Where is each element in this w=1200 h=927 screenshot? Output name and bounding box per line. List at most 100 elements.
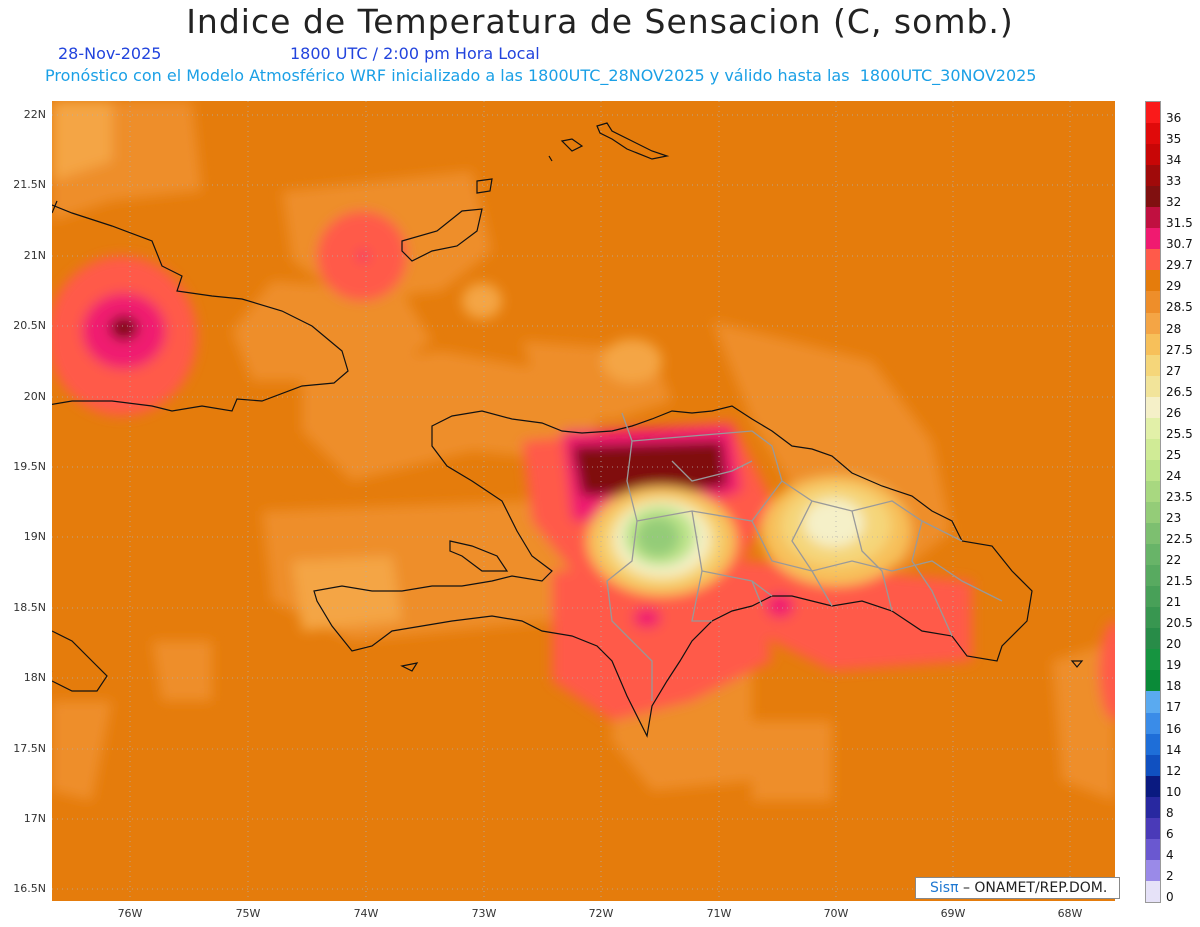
legend-level: 27.5 [1166, 342, 1193, 357]
legend-level: 31.5 [1166, 216, 1193, 231]
lon-label: 70W [823, 907, 849, 920]
legend-level: 0 [1166, 889, 1174, 904]
legend-swatch [1146, 817, 1160, 840]
legend-swatch [1146, 207, 1160, 229]
lon-label: 72W [588, 907, 614, 920]
legend-level: 25 [1166, 447, 1182, 462]
heat-index-map [52, 101, 1115, 901]
credit-box: Sisπ – ONAMET/REP.DOM. [915, 877, 1120, 899]
legend-swatch [1146, 333, 1160, 356]
legend-swatch [1146, 228, 1160, 250]
lon-label: 69W [940, 907, 966, 920]
legend-swatch [1146, 733, 1160, 756]
legend-level: 33 [1166, 174, 1182, 189]
lon-label: 73W [471, 907, 497, 920]
legend-swatch [1146, 291, 1160, 314]
legend-swatch [1146, 165, 1160, 187]
legend-level: 6 [1166, 826, 1174, 841]
legend-level: 29 [1166, 279, 1182, 294]
legend-level: 17 [1166, 700, 1182, 715]
legend-swatch [1146, 607, 1160, 629]
lat-label: 20N [23, 390, 46, 403]
legend-swatch [1146, 859, 1160, 882]
forecast-description: Pronóstico con el Modelo Atmosférico WRF… [45, 66, 1037, 85]
forecast-date: 28-Nov-2025 [58, 44, 162, 63]
lat-label: 16.5N [13, 882, 46, 895]
legend-level: 18 [1166, 679, 1182, 694]
sispi-logo: Sisπ [930, 880, 959, 896]
legend-level: 27 [1166, 363, 1182, 378]
legend-swatch [1146, 123, 1160, 145]
legend-level: 16 [1166, 721, 1182, 736]
legend-swatch [1146, 270, 1160, 292]
legend-swatch [1146, 523, 1160, 545]
legend-swatch [1146, 796, 1160, 819]
forecast-time: 1800 UTC / 2:00 pm Hora Local [290, 44, 540, 63]
lon-label: 71W [706, 907, 732, 920]
legend-level: 14 [1166, 742, 1182, 757]
lat-label: 17.5N [13, 742, 46, 755]
legend-level: 23.5 [1166, 489, 1193, 504]
legend-swatch [1146, 712, 1160, 735]
legend-swatch [1146, 586, 1160, 608]
lon-label: 74W [353, 907, 379, 920]
lat-label: 22N [23, 108, 46, 121]
legend-swatch [1146, 312, 1160, 335]
lat-label: 21N [23, 249, 46, 262]
legend-swatch [1146, 502, 1160, 524]
legend-swatch [1146, 649, 1160, 671]
legend-swatch [1146, 144, 1160, 166]
legend-level: 8 [1166, 805, 1174, 820]
legend-level: 26 [1166, 405, 1182, 420]
legend-swatch [1146, 880, 1160, 903]
lat-label: 18N [23, 671, 46, 684]
legend-level: 22.5 [1166, 532, 1193, 547]
legend-level: 2 [1166, 868, 1174, 883]
credit-text: – ONAMET/REP.DOM. [958, 880, 1108, 896]
legend-swatch [1146, 480, 1160, 503]
legend-level: 29.7 [1166, 258, 1193, 273]
legend-level: 35 [1166, 132, 1182, 147]
legend-level: 4 [1166, 847, 1174, 862]
legend-level: 26.5 [1166, 384, 1193, 399]
legend-level: 28 [1166, 321, 1182, 336]
legend-swatch [1146, 628, 1160, 650]
legend-level: 23 [1166, 511, 1182, 525]
legend-swatch [1146, 102, 1160, 124]
lon-label: 76W [117, 907, 143, 920]
legend-swatch [1146, 396, 1160, 419]
legend-swatch [1146, 438, 1160, 461]
legend-level: 30.7 [1166, 237, 1193, 252]
graticule [52, 101, 1115, 901]
lat-label: 18.5N [13, 601, 46, 614]
legend-level: 20.5 [1166, 616, 1193, 631]
legend-level: 12 [1166, 763, 1182, 778]
color-legend [1145, 101, 1161, 903]
lat-label: 20.5N [13, 319, 46, 332]
legend-swatch [1146, 417, 1160, 440]
lat-label: 19.5N [13, 460, 46, 473]
legend-level: 21.5 [1166, 574, 1193, 589]
legend-swatch [1146, 691, 1160, 714]
coastlines [52, 122, 1084, 738]
legend-level: 22 [1166, 553, 1182, 568]
legend-swatch [1146, 565, 1160, 587]
legend-level: 34 [1166, 153, 1182, 168]
legend-level: 21 [1166, 595, 1182, 610]
lat-label: 21.5N [13, 178, 46, 191]
legend-swatch [1146, 544, 1160, 566]
legend-level: 36 [1166, 111, 1182, 125]
legend-level: 25.5 [1166, 426, 1193, 441]
legend-swatch [1146, 249, 1160, 271]
legend-swatch [1146, 670, 1160, 692]
legend-swatch [1146, 754, 1160, 777]
map-canvas [52, 101, 1115, 901]
lat-label: 19N [23, 530, 46, 543]
legend-level: 20 [1166, 637, 1182, 652]
legend-swatch [1146, 838, 1160, 861]
temperature-contours [52, 101, 1115, 801]
lat-label: 17N [23, 812, 46, 825]
legend-swatch [1146, 375, 1160, 398]
map-title: Indice de Temperatura de Sensacion (C, s… [186, 2, 1014, 41]
legend-swatch [1146, 354, 1160, 377]
